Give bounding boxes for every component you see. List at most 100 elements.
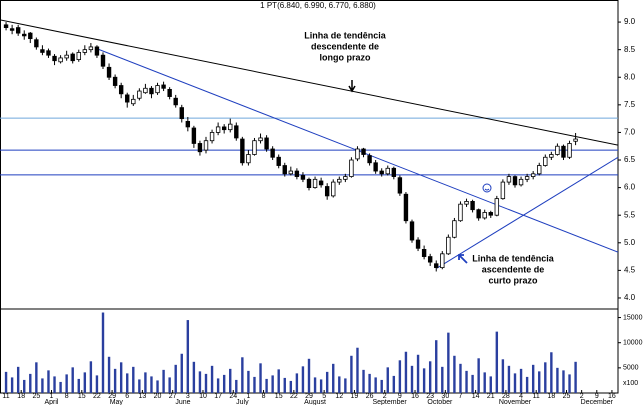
volume-bar	[138, 379, 141, 393]
volume-bar	[259, 363, 262, 393]
candle-body	[524, 176, 530, 180]
candle-body	[512, 176, 518, 186]
candle-body	[252, 140, 257, 155]
volume-bar	[235, 379, 238, 393]
x-tick-label: 19	[351, 393, 359, 400]
candle-body	[391, 167, 397, 177]
x-tick-label: 21	[487, 393, 495, 400]
volume-bar	[277, 369, 280, 393]
volume-bar	[229, 368, 232, 393]
volume-bar	[89, 361, 93, 393]
candle-body	[118, 85, 124, 95]
candle-body	[282, 165, 287, 175]
volume-bar	[332, 363, 335, 393]
volume-bar	[435, 340, 438, 393]
trend-line	[436, 156, 618, 269]
candle-body	[549, 154, 554, 158]
volume-bar	[95, 375, 99, 393]
candle-body	[9, 28, 15, 31]
volume-bar	[41, 378, 44, 393]
volume-bar	[483, 372, 486, 393]
candle-body	[258, 137, 263, 142]
candle-body	[561, 145, 566, 158]
y-tick-label: 4.0	[624, 293, 636, 302]
y2-tick-label: 15000	[623, 314, 643, 321]
y-tick-label: 6.0	[624, 183, 636, 192]
volume-bar	[404, 351, 408, 393]
x-tick-label: 7	[459, 393, 463, 400]
candle-body	[185, 120, 191, 128]
candle-body	[143, 87, 148, 94]
candle-body	[506, 176, 512, 183]
candle-body	[264, 137, 269, 150]
volume-bar	[119, 362, 123, 393]
price-panel	[0, 19, 618, 272]
candle-body	[421, 249, 427, 257]
volume-bar	[53, 376, 56, 393]
x-tick-label: 6	[125, 393, 129, 400]
candle-body	[173, 97, 178, 106]
candle-body	[76, 52, 81, 60]
volume-bar	[16, 366, 20, 393]
volume-bar	[386, 367, 389, 393]
x-tick-label: 22	[290, 393, 298, 400]
candle-body	[131, 98, 136, 105]
x-tick-label: 12	[335, 393, 343, 400]
x-tick-label: 29	[108, 393, 116, 400]
candle-body	[240, 138, 245, 164]
volume-bar	[265, 378, 268, 393]
candle-body	[337, 178, 342, 183]
candle-body	[318, 180, 324, 186]
candle-body	[155, 85, 160, 94]
x-tick-label: 29	[305, 393, 313, 400]
volume-bar	[65, 374, 68, 393]
volume-bar	[441, 366, 444, 393]
x-tick-label: 2	[580, 393, 584, 400]
candle-body	[221, 126, 227, 131]
x-tick-label: 16	[411, 393, 419, 400]
volume-bar	[71, 367, 74, 393]
volume-bar	[459, 363, 462, 393]
volume-bar	[338, 376, 341, 393]
candle-body	[228, 123, 233, 131]
volume-bar	[489, 376, 492, 393]
volume-bar	[307, 358, 311, 393]
volume-bar	[380, 379, 383, 393]
candle-body	[306, 178, 312, 189]
candle-body	[52, 55, 57, 62]
x-tick-label: 22	[93, 393, 101, 400]
month-label: April	[44, 399, 58, 405]
candle-body	[403, 193, 409, 222]
volume-bar	[362, 369, 365, 393]
x-tick-label: 1	[50, 393, 54, 400]
volume-bar	[174, 364, 177, 393]
volume-bar	[192, 361, 196, 393]
month-label: November	[499, 399, 532, 405]
x-tick-label: 2	[383, 393, 387, 400]
candle-body	[209, 132, 215, 142]
candle-body	[288, 170, 294, 175]
y-tick-label: 8.5	[624, 45, 636, 54]
candle-body	[385, 167, 390, 175]
volume-bar	[126, 373, 129, 393]
candle-body	[179, 107, 184, 120]
annotation-arrow	[458, 254, 468, 264]
volume-bar	[350, 355, 353, 393]
volume-bar	[428, 361, 432, 393]
volume-bar	[132, 366, 135, 393]
volume-bar	[574, 361, 577, 393]
header: 1 PT(6.840, 6.990, 6.770, 6.880)	[260, 1, 376, 10]
volume-bar	[301, 366, 305, 393]
candle-body	[555, 145, 560, 155]
volume-bar	[495, 331, 499, 393]
x-tick-label: 1	[246, 393, 250, 400]
month-label: July	[236, 399, 249, 405]
candle-body	[34, 39, 39, 48]
x-tick-label: 4	[519, 393, 523, 400]
volume-bar	[344, 378, 347, 393]
candle-body	[191, 127, 197, 144]
annotation-line: descendente de	[311, 41, 379, 51]
volume-bar	[253, 376, 256, 393]
volume-bar	[374, 377, 377, 393]
